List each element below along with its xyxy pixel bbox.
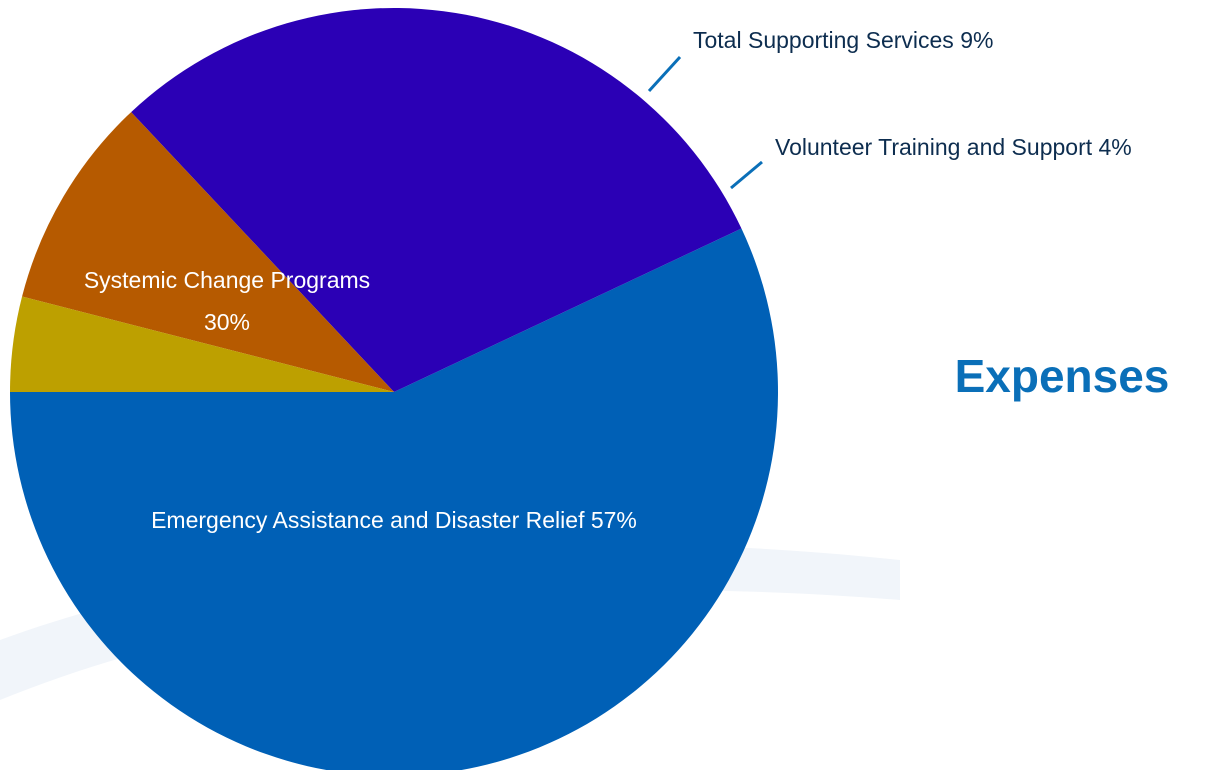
pie-slice-3: [10, 296, 394, 392]
pie-slice-2: [22, 112, 395, 392]
leader-line-volunteer-training: [730, 160, 763, 190]
pie-slice-0: [10, 228, 778, 770]
pie-slice-1: [131, 7, 742, 393]
slice-label-emergency-assistance: Emergency Assistance and Disaster Relief…: [151, 507, 637, 533]
slice-label-systemic-change: Systemic Change Programs: [84, 267, 370, 293]
slice-labels: Emergency Assistance and Disaster Relief…: [84, 27, 1132, 533]
slice-label-supporting-services: Total Supporting Services 9%: [693, 27, 993, 53]
slice-label-volunteer-training: Volunteer Training and Support 4%: [775, 134, 1132, 160]
pie-slices: [10, 7, 778, 770]
chart-title: Expenses: [955, 350, 1170, 402]
leader-lines: [647, 55, 763, 190]
leader-line-supporting-services: [647, 55, 682, 93]
slice-label-systemic-change-percent: 30%: [204, 309, 250, 335]
